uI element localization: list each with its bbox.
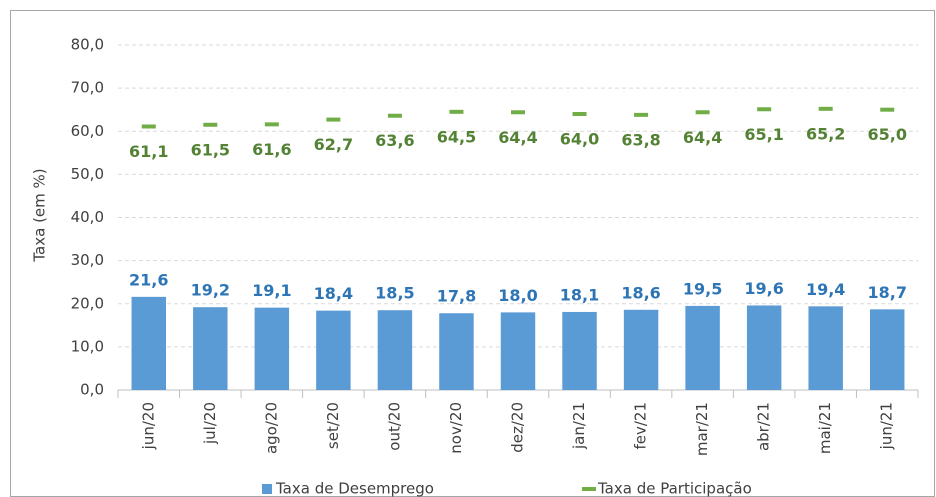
- data-label: 19,1: [252, 281, 291, 300]
- y-tick-label: 0,0: [80, 381, 104, 399]
- data-label: 18,7: [867, 283, 906, 302]
- x-tick-label: set/20: [324, 402, 342, 449]
- x-tick-label: abr/21: [755, 402, 773, 451]
- bar: [439, 313, 474, 390]
- data-label: 18,1: [560, 285, 599, 304]
- x-tick-label: out/20: [385, 402, 403, 451]
- data-label: 17,8: [437, 287, 476, 306]
- x-tick-label: mar/21: [693, 402, 711, 456]
- data-label: 18,6: [621, 283, 660, 302]
- data-label: 19,5: [683, 279, 722, 298]
- data-label: 18,5: [375, 284, 414, 303]
- x-tick-label: dez/20: [509, 402, 527, 453]
- data-label: 64,0: [560, 130, 599, 149]
- x-tick-label: jan/21: [570, 402, 588, 450]
- legend-label: Taxa de Participação: [597, 480, 752, 497]
- y-tick-label: 10,0: [71, 337, 104, 355]
- chart-frame: [10, 10, 935, 497]
- y-tick-label: 30,0: [71, 251, 104, 269]
- data-label: 65,0: [867, 125, 906, 144]
- data-label: 64,5: [437, 127, 476, 146]
- x-tick-label: fev/21: [632, 402, 650, 450]
- y-tick-label: 70,0: [71, 79, 104, 97]
- data-label: 65,2: [806, 124, 845, 143]
- x-tick-label: ago/20: [262, 402, 280, 454]
- bar: [746, 305, 782, 390]
- legend-swatch: [262, 484, 272, 494]
- bar: [500, 312, 536, 390]
- data-label: 61,6: [252, 140, 291, 159]
- bar: [254, 307, 290, 390]
- y-axis-title: Taxa (em %): [31, 168, 49, 262]
- y-tick-label: 60,0: [71, 122, 104, 140]
- bar: [685, 305, 720, 390]
- data-label: 19,6: [744, 279, 783, 298]
- data-label: 18,4: [314, 284, 353, 303]
- data-label: 65,1: [744, 125, 783, 144]
- data-label: 21,6: [129, 270, 168, 289]
- data-label: 19,4: [806, 280, 845, 299]
- x-tick-label: nov/20: [447, 402, 465, 454]
- data-label: 62,7: [314, 135, 353, 154]
- bar: [377, 310, 413, 390]
- y-tick-label: 20,0: [71, 294, 104, 312]
- y-tick-label: 40,0: [71, 208, 104, 226]
- data-label: 61,1: [129, 142, 168, 161]
- bar: [316, 310, 351, 390]
- bar: [562, 311, 597, 390]
- legend-label: Taxa de Desemprego: [275, 480, 434, 497]
- data-label: 61,5: [191, 140, 230, 159]
- data-label: 19,2: [191, 281, 230, 300]
- data-label: 63,6: [375, 131, 414, 150]
- bar: [131, 296, 166, 390]
- data-label: 63,8: [621, 130, 660, 149]
- bar: [870, 309, 905, 390]
- bar: [623, 309, 659, 390]
- x-tick-label: jun/21: [878, 402, 896, 450]
- bar: [193, 307, 228, 390]
- y-tick-label: 50,0: [71, 165, 104, 183]
- data-label: 64,4: [498, 128, 537, 147]
- x-tick-label: jun/20: [139, 402, 157, 450]
- x-tick-label: mai/21: [816, 402, 834, 454]
- y-tick-label: 80,0: [71, 36, 104, 54]
- data-label: 64,4: [683, 128, 722, 147]
- data-label: 18,0: [498, 286, 537, 305]
- bar: [808, 306, 843, 390]
- x-tick-label: jul/20: [201, 402, 219, 445]
